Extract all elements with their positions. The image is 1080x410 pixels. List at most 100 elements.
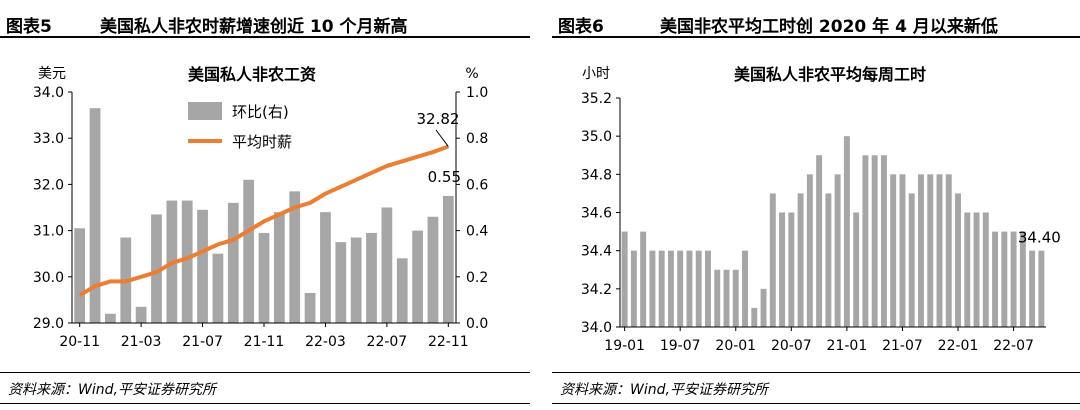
hours-bar (742, 250, 748, 327)
mom-bar (89, 108, 101, 323)
hours-bar (723, 269, 730, 327)
hours-bar (1010, 231, 1017, 327)
hours-bar (955, 193, 961, 327)
hours-bar (973, 212, 980, 327)
x-tick-label: 22-07 (367, 334, 408, 350)
mom-bar (212, 253, 224, 323)
left-y-tick-label: 32.0 (33, 177, 64, 193)
hours-bar (630, 250, 637, 327)
hours-bar (1029, 250, 1036, 327)
hours-bar (843, 136, 850, 327)
hours-chart: 美国私人非农平均每周工时 小时 34.0 34.2 34.4 34.6 34.8 35.0 35… (581, 65, 1061, 354)
right-y-tick-label: 0.6 (466, 177, 488, 193)
hours-bar (834, 174, 841, 327)
mom-bar (381, 207, 393, 323)
right-chart-header: 图表6 美国非农平均工时创 2020 年 4 月以来新低 (552, 6, 1080, 38)
mom-bar (105, 313, 116, 323)
hours-bar (640, 231, 647, 327)
hours-bar (658, 250, 665, 327)
hours-bar (825, 193, 832, 327)
hours-bar (945, 174, 952, 327)
hours-annotation: 34.40 (1018, 229, 1061, 247)
hours-bar (751, 307, 758, 327)
right-y-tick-label: 1.0 (466, 85, 488, 101)
mom-bar (412, 230, 423, 323)
right-chart-panel: 图表6 美国非农平均工时创 2020 年 4 月以来新低 美国私人非农平均每周工… (552, 0, 1080, 410)
mom-bar (289, 191, 301, 323)
x-tick-label: 21-03 (121, 334, 162, 350)
mom-bar (366, 232, 377, 323)
right-figure-number: 图表6 (558, 17, 604, 37)
hours-x-tick-label: 21-07 (882, 338, 923, 354)
hours-bar (1001, 231, 1008, 327)
left-y-tick-label: 30.0 (33, 270, 64, 286)
hours-bar (908, 193, 915, 327)
hours-bar (936, 174, 943, 327)
hours-bar (1019, 231, 1026, 327)
right-figure-title: 美国非农平均工时创 2020 年 4 月以来新低 (660, 17, 998, 37)
hours-bar (621, 231, 628, 327)
hours-x-tick-label: 22-01 (938, 338, 979, 354)
x-tick-label: 22-03 (305, 334, 346, 350)
hours-bar (1038, 250, 1045, 327)
hours-bar (686, 250, 693, 327)
left-chart-panel: 图表5 美国私人非农时薪增速创近 10 个月新高 美国私人非农工资 美元% 29.0… (0, 0, 530, 410)
hours-bar (918, 174, 924, 327)
left-y-tick-label: 33.0 (33, 131, 64, 147)
hours-bar (649, 250, 656, 327)
hours-chart-title: 美国私人非农平均每周工时 (734, 65, 926, 84)
mom-bar (151, 214, 162, 323)
right-axis-unit: % (465, 66, 478, 82)
left-source-text: 资料来源：Wind,平安证券研究所 (8, 382, 216, 398)
hours-bar (714, 269, 721, 327)
left-figure-title: 美国私人非农时薪增速创近 10 个月新高 (100, 17, 408, 37)
left-figure-number: 图表5 (6, 17, 52, 37)
hours-bar (853, 212, 860, 327)
wage-chart-title: 美国私人非农工资 (188, 65, 316, 84)
hours-bar (982, 212, 989, 327)
mom-bar (350, 237, 362, 323)
hours-x-tick-label: 21-01 (827, 338, 868, 354)
hours-bar (890, 174, 897, 327)
x-tick-label: 20-11 (59, 334, 100, 350)
legend-bar-label: 环比(右) (232, 103, 289, 121)
hours-y-tick-label: 35.2 (581, 91, 612, 107)
right-source-text: 资料来源：Wind,平安证券研究所 (560, 382, 768, 398)
mom-bar (304, 292, 316, 323)
hours-y-tick-label: 34.4 (581, 244, 612, 260)
hours-bar (677, 250, 684, 327)
hours-y-tick-label: 34.0 (581, 320, 612, 336)
mom-bar (396, 258, 408, 323)
left-chart-header: 图表5 美国私人非农时薪增速创近 10 个月新高 (0, 6, 530, 38)
mom-bar (442, 195, 454, 323)
hours-x-tick-label: 19-07 (660, 338, 701, 354)
hours-bar (695, 250, 702, 327)
hours-bar (732, 269, 739, 327)
hours-x-tick-label: 19-01 (604, 338, 645, 354)
right-y-tick-label: 0.4 (466, 224, 488, 240)
left-axis-unit: 美元 (38, 66, 66, 82)
hours-axis-unit: 小时 (582, 66, 610, 82)
mom-bar (427, 216, 439, 323)
mom-bar (135, 306, 147, 323)
left-y-tick-label: 34.0 (33, 85, 64, 101)
left-y-tick-label: 31.0 (33, 224, 64, 240)
hours-y-tick-label: 35.0 (581, 129, 612, 145)
mom-annotation: 0.55 (428, 168, 461, 186)
right-source-note: 资料来源：Wind,平安证券研究所 (552, 372, 1080, 404)
legend-bar-swatch (188, 102, 222, 120)
hours-y-tick-label: 34.6 (581, 206, 612, 222)
mom-bar (74, 228, 86, 323)
hours-x-tick-label: 20-01 (715, 338, 756, 354)
right-y-tick-label: 0.8 (466, 131, 488, 147)
hours-bar (705, 250, 711, 327)
wage-annotation-leader (435, 129, 449, 147)
hours-bar (667, 250, 674, 327)
right-y-tick-label: 0.0 (466, 316, 488, 332)
mom-bar (320, 212, 331, 323)
hours-bar (769, 193, 776, 327)
mom-bar (197, 209, 208, 323)
mom-bar (273, 212, 285, 323)
hours-bar (779, 212, 786, 327)
hours-bar (927, 174, 934, 327)
